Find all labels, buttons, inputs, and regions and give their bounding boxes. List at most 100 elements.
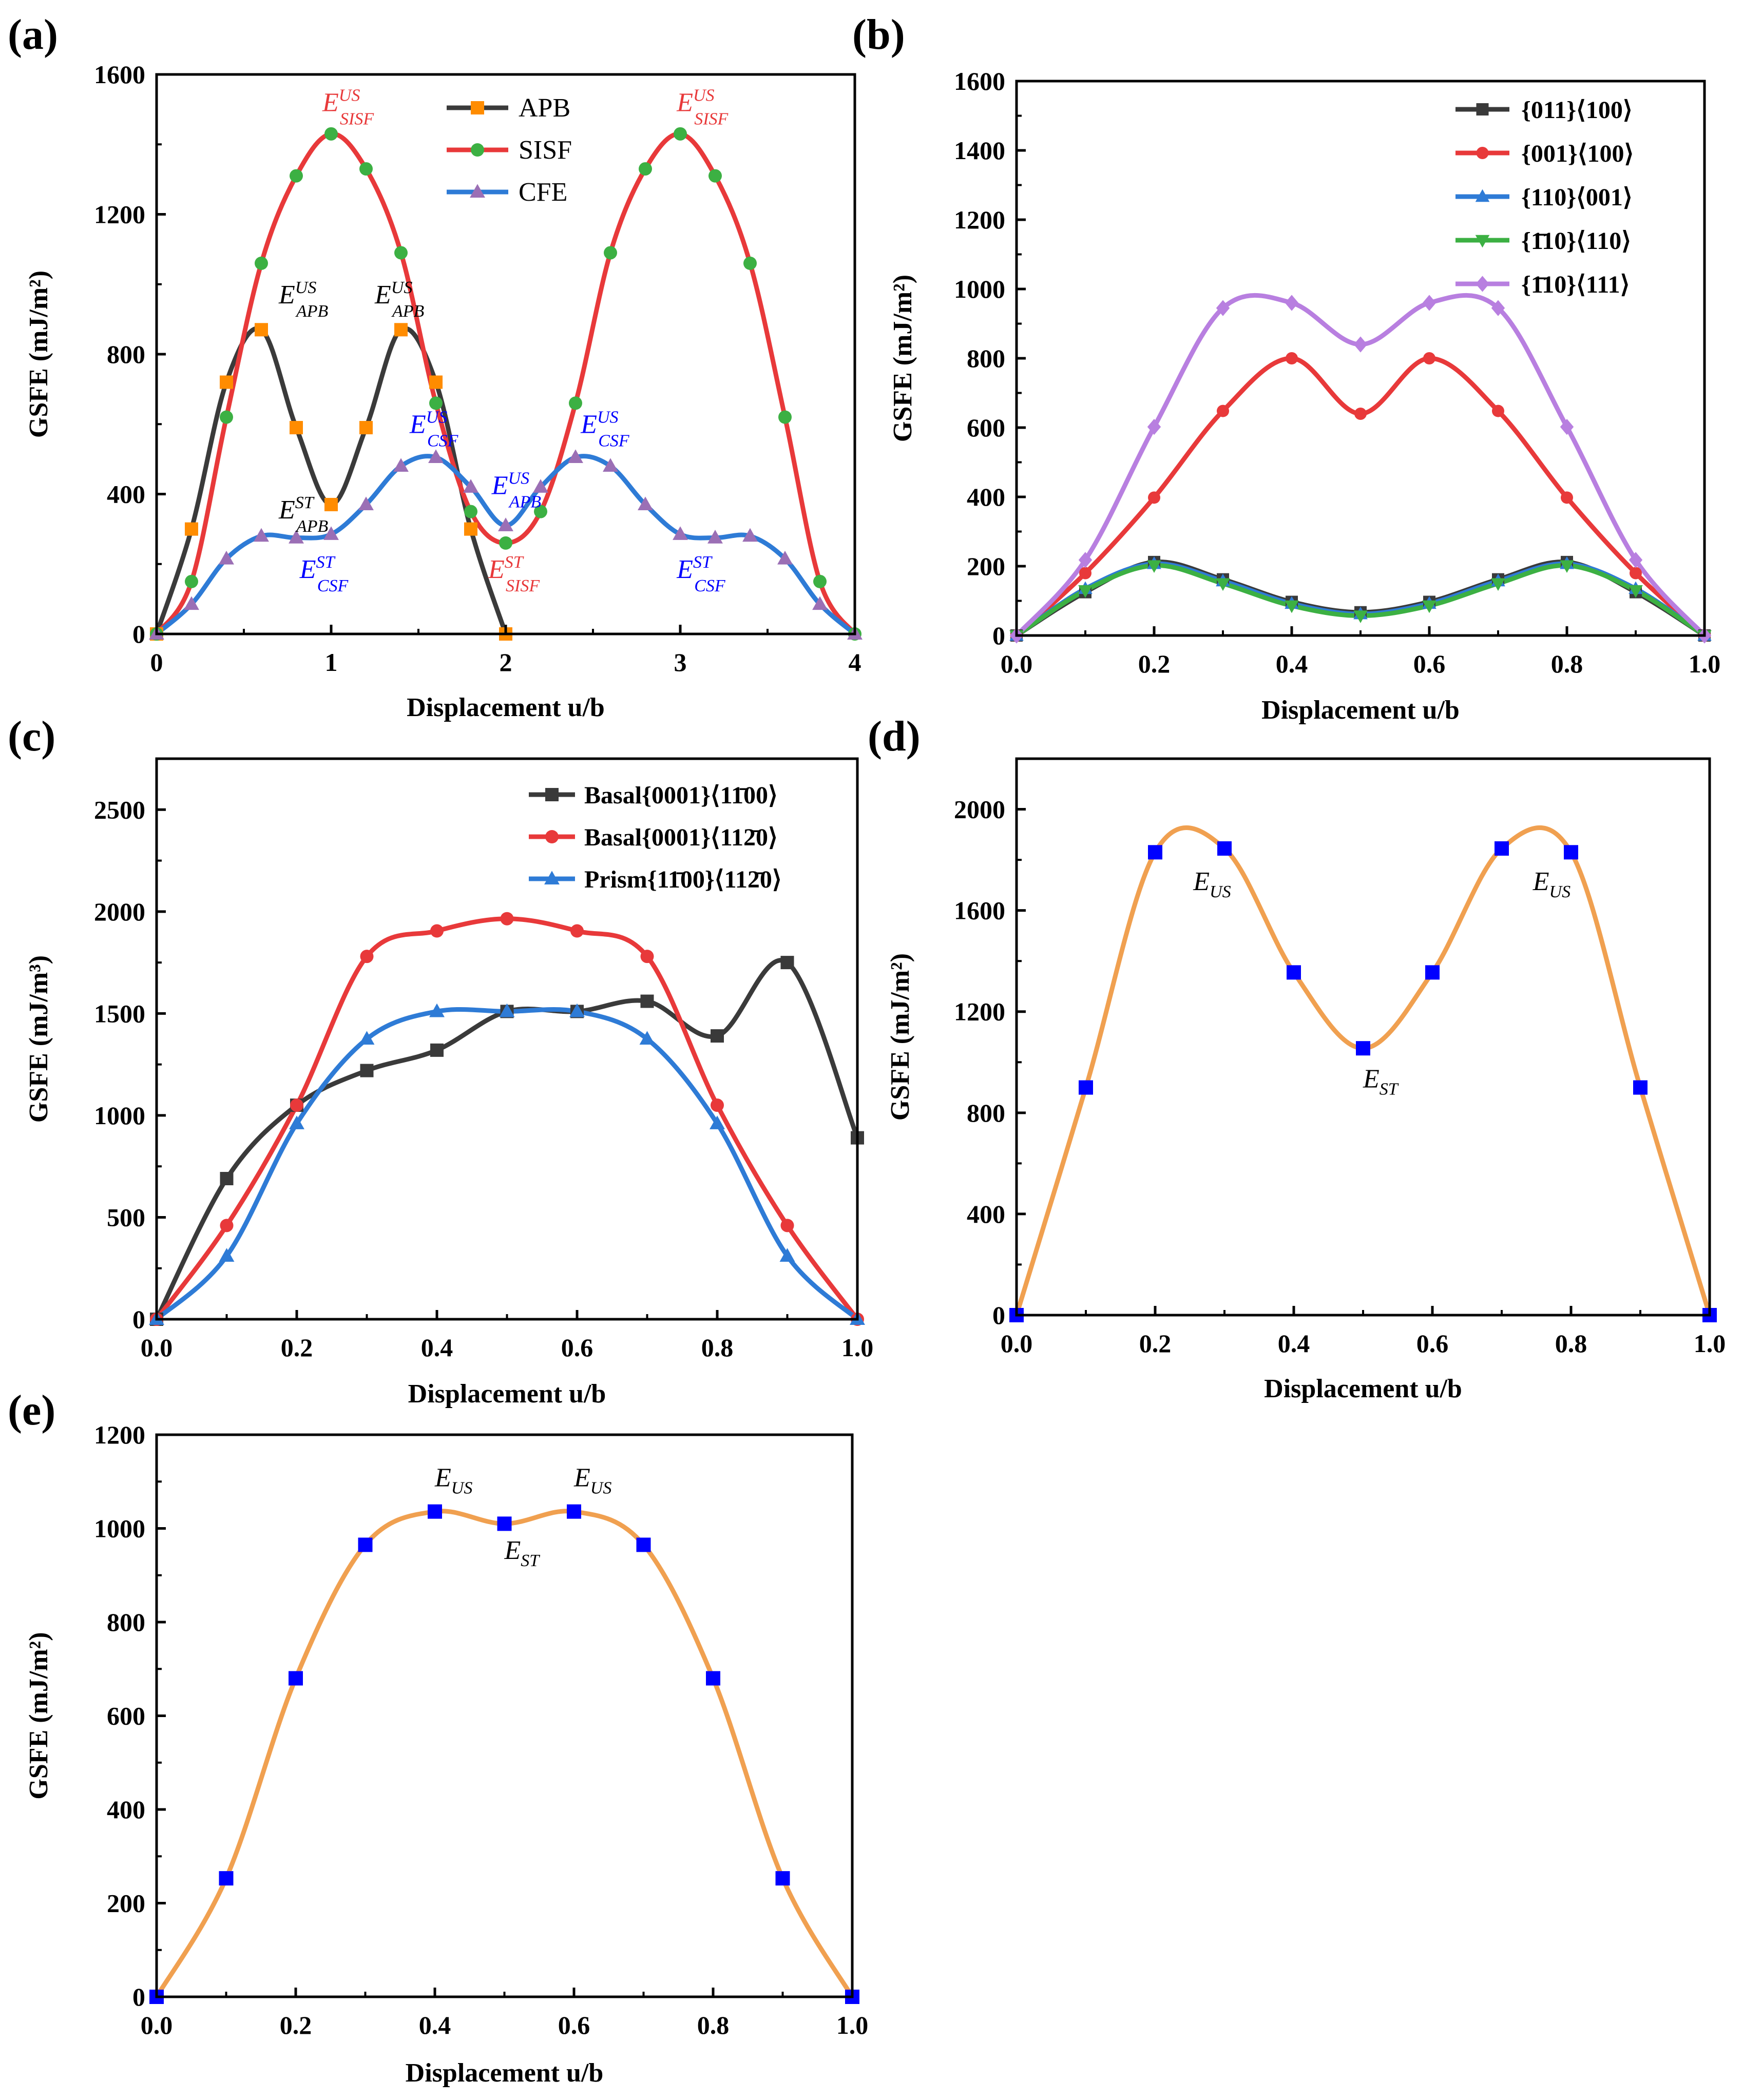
legend-label: Basal{0001}⟨11̄00⟩ (584, 782, 778, 809)
annotation-sup: ST (505, 553, 524, 572)
legend-marker (471, 101, 484, 114)
data-point (639, 162, 652, 176)
y-axis-title: GSFE (mJ/m³) (24, 955, 53, 1123)
data-point (429, 1003, 445, 1017)
x-axis-title: Displacement u/b (1261, 696, 1460, 725)
data-point (184, 596, 199, 610)
x-tick-label: 0.8 (701, 1333, 734, 1362)
data-point (464, 505, 477, 518)
data-point (1217, 404, 1229, 417)
x-tick-label: 0.0 (1001, 1329, 1033, 1358)
data-point (534, 505, 547, 518)
data-point (570, 924, 584, 938)
data-point (360, 950, 374, 964)
y-tick-label: 1600 (954, 67, 1005, 95)
annotation-sup: ST (693, 553, 713, 572)
x-axis-title: Displacement u/b (406, 2058, 604, 2088)
data-point (429, 396, 443, 410)
annotation-sup: US (391, 278, 413, 297)
data-point (220, 1172, 234, 1186)
legend-label: {011}⟨100⟩ (1521, 97, 1633, 124)
annotation-base: E (278, 280, 295, 310)
y-tick-label: 200 (107, 1889, 145, 1918)
data-point (358, 496, 374, 510)
data-point (640, 994, 654, 1008)
legend-label: APB (519, 93, 570, 123)
data-point (568, 449, 583, 464)
data-point (1147, 560, 1161, 573)
annotation-label: EUS CSF (580, 408, 630, 450)
annotation-base: E (434, 1463, 451, 1492)
annotation-label: EST CSF (676, 553, 726, 595)
data-point (1079, 567, 1091, 580)
data-point (1216, 578, 1230, 591)
data-point (1078, 552, 1093, 568)
data-point (219, 1248, 235, 1262)
y-tick-label: 1600 (954, 896, 1005, 925)
data-point (394, 246, 408, 260)
annotation-base: E (504, 1536, 521, 1565)
data-point (428, 1504, 442, 1519)
annotation-sub: US (1549, 882, 1571, 901)
data-point (185, 574, 198, 588)
y-tick-label: 1000 (94, 1101, 145, 1130)
x-axis-title: Displacement u/b (407, 693, 605, 722)
annotation-base: E (491, 471, 508, 500)
annotation-sup: ST (316, 553, 336, 572)
y-tick-label: 1200 (94, 1420, 145, 1449)
annotation-base: E (299, 555, 316, 584)
data-point (812, 596, 828, 610)
y-tick-label: 400 (107, 480, 145, 509)
annotation-base: E (676, 88, 693, 118)
annotation-sup: ST (295, 493, 315, 512)
y-tick-label: 1600 (94, 60, 145, 89)
data-point (1492, 404, 1504, 417)
data-point (185, 522, 198, 536)
data-point (1148, 491, 1160, 504)
data-point (707, 530, 723, 544)
data-point (219, 1871, 234, 1886)
series-line-1 (157, 916, 859, 1321)
annotation-sup: US (426, 408, 448, 427)
data-point (813, 574, 827, 588)
annotation-label: EST (1363, 1065, 1399, 1099)
series-line-3 (1017, 563, 1706, 638)
data-point (1285, 600, 1299, 613)
annotation-label: EUS (434, 1463, 472, 1497)
y-tick-label: 800 (107, 340, 145, 369)
legend-label: CFE (519, 178, 567, 207)
legend-label: Prism{11̄00}⟨112̄0⟩ (584, 866, 782, 893)
data-point (429, 375, 443, 389)
x-tick-label: 0.2 (1138, 649, 1171, 678)
annotation-label: EUS APB (278, 278, 329, 321)
data-point (1630, 567, 1642, 580)
data-point (324, 127, 338, 141)
x-tick-label: 0.2 (1139, 1329, 1172, 1358)
annotation-sub: ST (521, 1551, 540, 1570)
data-point (1286, 352, 1298, 364)
data-point (359, 162, 373, 176)
data-point (567, 1504, 581, 1519)
annotation-sub: APB (295, 302, 329, 321)
x-tick-label: 1.0 (1694, 1329, 1726, 1358)
annotation-sup: US (693, 86, 715, 105)
panel-label: (e) (8, 1386, 55, 1434)
x-tick-label: 0.0 (1001, 649, 1033, 678)
annotation-sub: CSF (598, 431, 630, 450)
data-point (1629, 585, 1643, 598)
x-tick-label: 0.8 (697, 2011, 730, 2039)
data-point (220, 1219, 234, 1232)
x-tick-label: 0.6 (558, 2011, 590, 2039)
data-point (711, 1029, 724, 1043)
legend-marker (545, 788, 559, 801)
annotation-base: E (409, 410, 426, 439)
data-point (255, 256, 268, 270)
y-tick-label: 1500 (94, 999, 145, 1028)
annotation-label: EST (504, 1536, 541, 1570)
data-point (255, 323, 268, 337)
data-point (220, 375, 233, 389)
y-tick-label: 800 (967, 1099, 1005, 1127)
y-tick-label: 2500 (94, 795, 145, 824)
data-point (289, 1115, 304, 1129)
data-point (428, 449, 444, 464)
